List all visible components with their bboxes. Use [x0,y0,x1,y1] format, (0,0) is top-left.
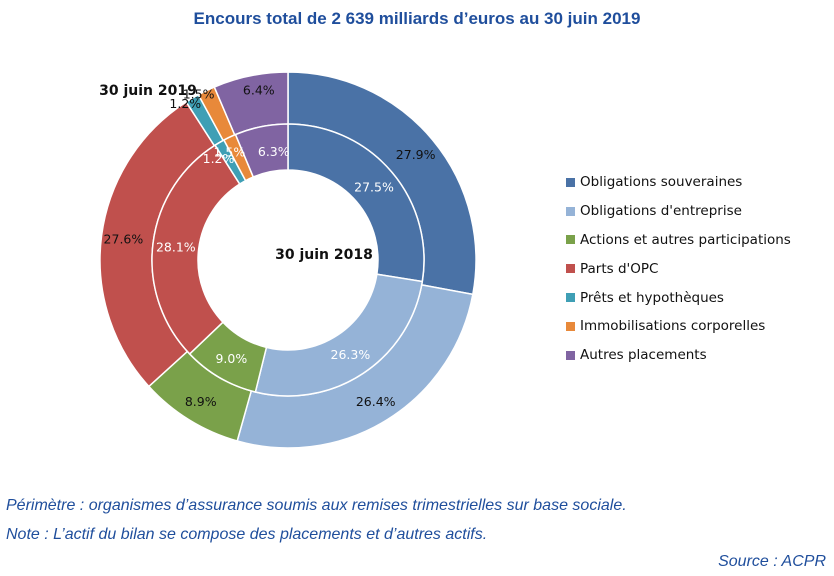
legend-item-actions-et-autres-participations: Actions et autres participations [566,226,791,255]
legend-swatch [566,293,575,303]
legend-item-prets-et-hypotheques: Prêts et hypothèques [566,283,791,312]
legend-label: Autres placements [580,347,707,364]
legend-swatch [566,235,575,245]
chart-legend: Obligations souveraines Obligations d'ent… [566,168,791,370]
legend-label: Prêts et hypothèques [580,289,724,306]
inner-label-immobilisations-corporelles: 1.5% [213,144,245,159]
outer-label-obligations-souveraines: 27.9% [396,147,436,162]
inner-slice-autres-placements [234,123,289,178]
legend-label: Obligations d'entreprise [580,203,742,220]
outer-label-immobilisations-corporelles: 1.5% [183,87,215,102]
source-note: Source : ACPR [718,553,826,570]
legend-item-obligations-souveraines: Obligations souveraines [566,168,791,197]
legend-label: Actions et autres participations [580,231,791,248]
legend-label: Immobilisations corporelles [580,318,766,335]
inner-label-parts-d-opc: 28.1% [156,239,196,254]
outer-label-prets-et-hypotheques: 1.2% [169,96,201,111]
outer-label-actions-et-autres-participations: 8.9% [185,394,217,409]
bilan-note: Note : L’actif du bilan se compose des p… [6,526,488,543]
legend-item-obligations-d-entreprise: Obligations d'entreprise [566,197,791,226]
legend-swatch [566,206,575,216]
legend-item-immobilisations-corporelles: Immobilisations corporelles [566,312,791,341]
inner-label-autres-placements: 6.3% [258,144,290,159]
legend-swatch [566,350,575,360]
legend-swatch [566,321,575,331]
ring-separator [151,123,425,397]
inner-slice-obligations-d-entreprise [254,273,424,397]
legend-label: Parts d'OPC [580,260,659,277]
legend-item-autres-placements: Autres placements [566,341,791,370]
outer-ring-series-name: 30 juin 2019 [99,83,197,99]
inner-label-prets-et-hypotheques: 1.2% [203,151,235,166]
outer-label-parts-d-opc: 27.6% [104,231,144,246]
legend-label: Obligations souveraines [580,174,743,191]
outer-label-obligations-d-entreprise: 26.4% [356,394,396,409]
legend-swatch [566,264,575,274]
inner-ring-series-name: 30 juin 2018 [275,247,373,263]
donut-chart: 27.9%26.4%8.9%27.6%1.2%1.5% 6.4%27.5%26.3… [99,71,477,449]
inner-label-obligations-souveraines: 27.5% [354,180,394,195]
legend-swatch [566,177,575,187]
inner-label-actions-et-autres-participations: 9.0% [215,351,247,366]
perimetre-note: Périmètre : organismes d’assurance soumi… [6,497,627,514]
outer-label-autres-placements: 6.4% [243,82,275,97]
inner-label-obligations-d-entreprise: 26.3% [331,347,371,362]
legend-item-parts-d-opc: Parts d'OPC [566,254,791,283]
chart-title: Encours total de 2 639 milliards d’euros… [193,9,641,28]
inner-slice-obligations-souveraines [287,123,425,283]
